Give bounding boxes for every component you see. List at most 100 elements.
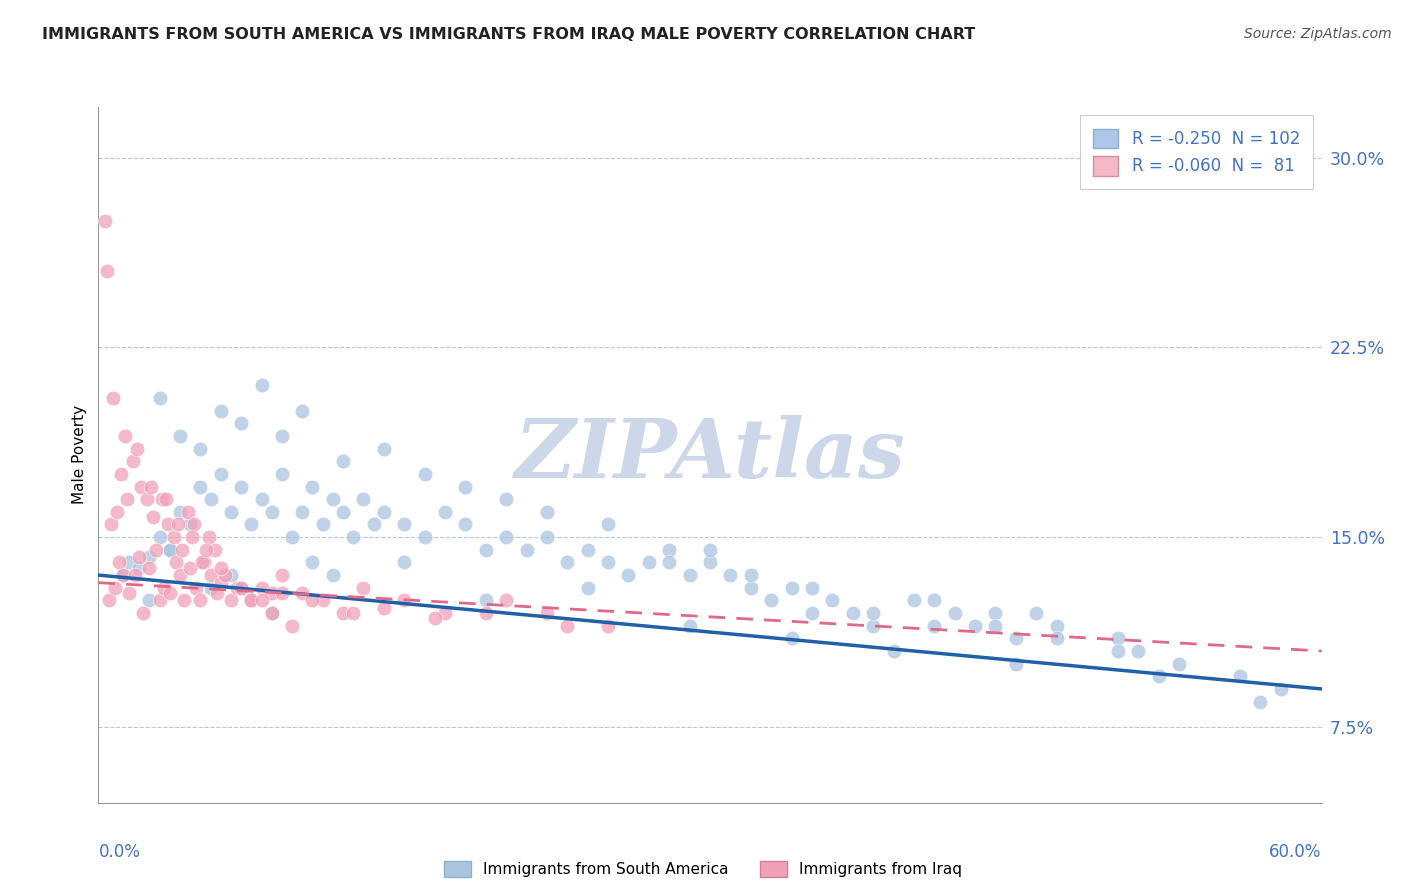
Point — [145, 542, 167, 557]
Point — [1270, 681, 1292, 696]
Point — [101, 391, 124, 405]
Point — [152, 581, 174, 595]
Point — [557, 618, 579, 632]
Point — [780, 581, 803, 595]
Point — [474, 542, 498, 557]
Point — [179, 560, 201, 574]
Point — [149, 391, 172, 405]
Point — [1249, 695, 1271, 709]
Point — [342, 530, 364, 544]
Point — [96, 264, 118, 278]
Point — [181, 530, 204, 544]
Point — [965, 618, 987, 632]
Point — [903, 593, 925, 607]
Point — [332, 606, 354, 620]
Point — [250, 378, 273, 392]
Point — [188, 442, 212, 456]
Point — [179, 517, 201, 532]
Point — [191, 556, 214, 570]
Point — [231, 417, 253, 431]
Point — [984, 606, 1007, 620]
Point — [922, 618, 945, 632]
Point — [270, 586, 294, 600]
Point — [159, 586, 181, 600]
Point — [922, 593, 945, 607]
Point — [342, 606, 364, 620]
Point — [352, 581, 374, 595]
Point — [128, 560, 150, 574]
Point — [281, 530, 304, 544]
Point — [332, 505, 354, 519]
Point — [413, 467, 436, 481]
Point — [132, 606, 155, 620]
Point — [240, 517, 263, 532]
Point — [1107, 644, 1129, 658]
Point — [200, 581, 222, 595]
Point — [250, 593, 273, 607]
Point — [1004, 657, 1026, 671]
Point — [801, 606, 824, 620]
Point — [658, 542, 681, 557]
Point — [142, 509, 165, 524]
Point — [122, 454, 145, 468]
Point — [169, 568, 191, 582]
Point — [118, 586, 141, 600]
Point — [169, 429, 191, 443]
Point — [679, 568, 702, 582]
Point — [433, 606, 456, 620]
Point — [617, 568, 640, 582]
Point — [1045, 632, 1069, 646]
Point — [454, 517, 477, 532]
Point — [204, 542, 226, 557]
Point — [200, 492, 222, 507]
Point — [260, 505, 283, 519]
Point — [1229, 669, 1251, 683]
Point — [165, 556, 187, 570]
Point — [127, 442, 149, 456]
Legend: R = -0.250  N = 102, R = -0.060  N =  81: R = -0.250 N = 102, R = -0.060 N = 81 — [1080, 115, 1313, 189]
Point — [197, 530, 219, 544]
Point — [596, 556, 619, 570]
Point — [156, 517, 179, 532]
Point — [200, 568, 222, 582]
Point — [240, 593, 263, 607]
Point — [312, 593, 335, 607]
Point — [183, 517, 205, 532]
Point — [576, 542, 599, 557]
Point — [167, 517, 190, 532]
Point — [270, 568, 294, 582]
Point — [170, 542, 193, 557]
Point — [658, 556, 681, 570]
Point — [322, 568, 344, 582]
Point — [209, 403, 232, 417]
Point — [596, 517, 619, 532]
Point — [105, 505, 128, 519]
Point — [219, 568, 242, 582]
Point — [159, 542, 181, 557]
Point — [169, 505, 191, 519]
Point — [291, 505, 314, 519]
Point — [474, 606, 498, 620]
Text: Source: ZipAtlas.com: Source: ZipAtlas.com — [1244, 27, 1392, 41]
Point — [984, 618, 1007, 632]
Point — [226, 581, 249, 595]
Point — [433, 505, 456, 519]
Point — [150, 492, 173, 507]
Point — [780, 632, 803, 646]
Text: 0.0%: 0.0% — [98, 843, 141, 861]
Point — [260, 586, 283, 600]
Point — [177, 505, 200, 519]
Point — [250, 581, 273, 595]
Point — [270, 467, 294, 481]
Point — [413, 530, 436, 544]
Point — [97, 593, 120, 607]
Point — [195, 542, 218, 557]
Point — [186, 581, 208, 595]
Point — [495, 492, 517, 507]
Point — [373, 442, 395, 456]
Point — [495, 530, 517, 544]
Point — [862, 618, 884, 632]
Point — [111, 568, 134, 582]
Point — [163, 530, 186, 544]
Point — [392, 556, 416, 570]
